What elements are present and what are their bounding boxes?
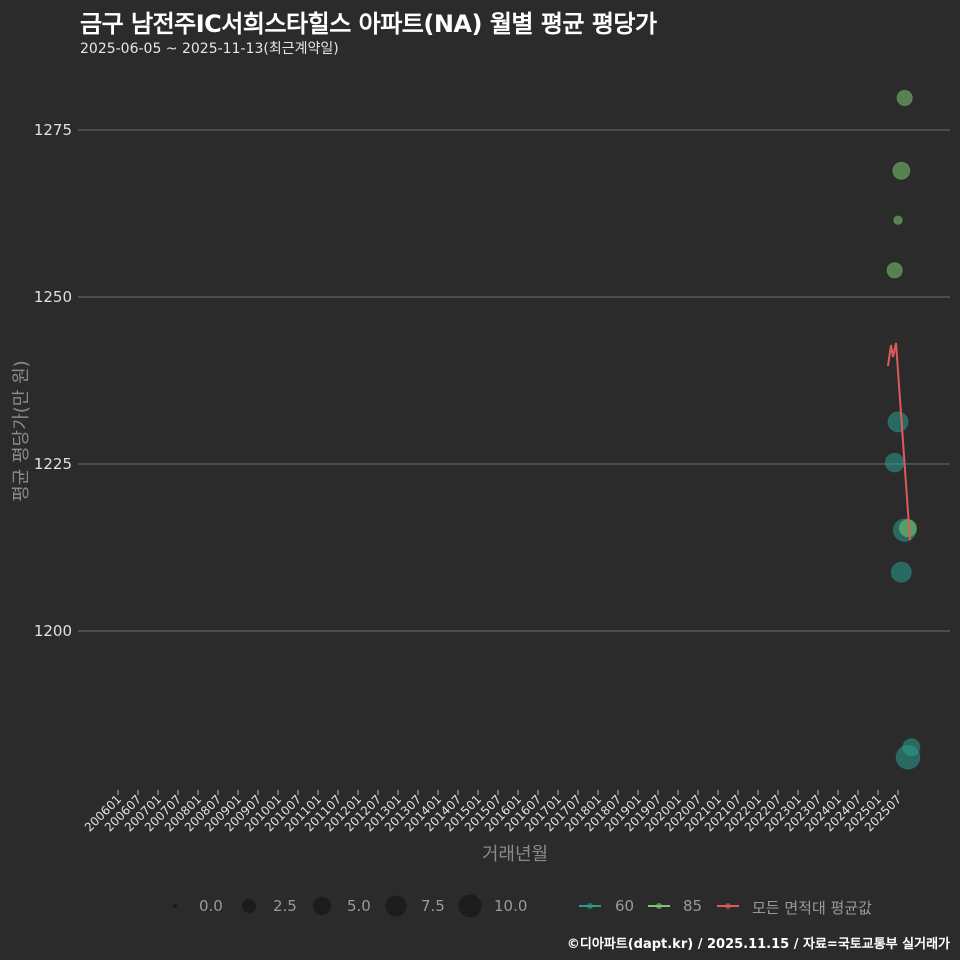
y-tick-label: 1225 [34, 455, 72, 473]
series-85-swatch [656, 903, 662, 909]
data-point-85 [886, 262, 903, 279]
size-label-2.5: 2.5 [273, 897, 297, 915]
chart-title: 금구 남전주IC서희스타힐스 아파트(NA) 월별 평균 평당가 [80, 10, 657, 38]
y-tick-label: 1250 [34, 288, 72, 306]
avg-line [887, 342, 911, 541]
data-point-85 [896, 89, 913, 107]
data-point-60 [890, 561, 912, 583]
size-swatch-5 [313, 897, 331, 915]
y-axis-label: 평균 평당가(만 원) [11, 360, 32, 502]
footer-credit: ©디아파트(dapt.kr) / 2025.11.15 / 자료=국토교통부 실… [566, 937, 950, 952]
legend: 0.0 2.5 5.0 7.5 10.0 60 85 모든 면적대 평균값 [0, 892, 960, 922]
size-label-7.5: 7.5 [421, 897, 445, 915]
series-label-85: 85 [683, 897, 703, 915]
y-tick-label: 1200 [34, 622, 72, 640]
size-swatch-10 [458, 894, 482, 918]
data-point-60 [902, 738, 921, 757]
size-swatch-0 [173, 904, 177, 908]
series-label-60: 60 [615, 897, 635, 915]
series-avg-swatch [725, 903, 731, 909]
series-label-avg: 모든 면적대 평균값 [752, 899, 872, 917]
data-point-60 [884, 452, 905, 473]
series-60-swatch [587, 903, 593, 909]
size-label-10: 10.0 [494, 897, 528, 915]
chart-subtitle: 2025-06-05 ~ 2025-11-13(최근계약일) [80, 41, 339, 57]
data-point-85 [892, 161, 911, 180]
size-swatch-7.5 [385, 895, 407, 917]
size-label-0: 0.0 [199, 897, 223, 915]
size-label-5: 5.0 [347, 897, 371, 915]
data-point-85 [893, 215, 903, 226]
size-swatch-2.5 [242, 899, 256, 913]
data-point-60 [887, 411, 909, 433]
y-tick-label: 1275 [34, 121, 72, 139]
legend-swatches [173, 894, 739, 918]
x-axis-label: 거래년월 [481, 844, 549, 865]
